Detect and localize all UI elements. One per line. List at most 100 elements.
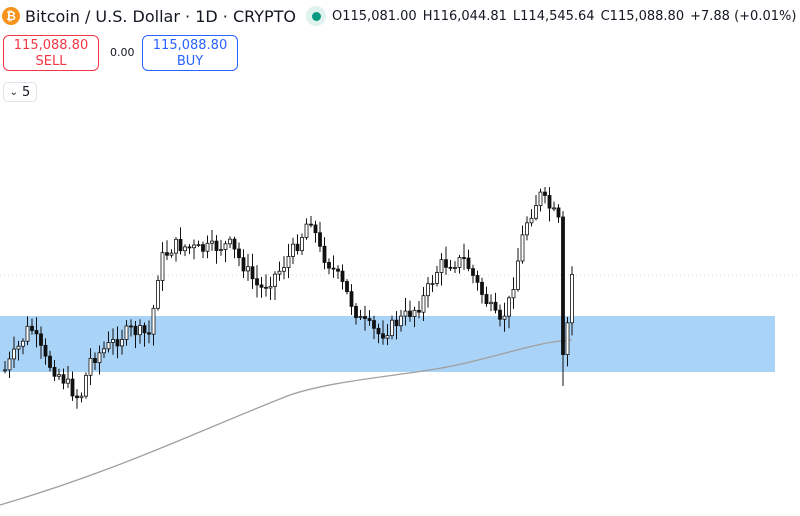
candle (484, 286, 489, 307)
candle (187, 244, 192, 255)
candle (376, 323, 381, 344)
candle (133, 321, 138, 349)
candle (475, 270, 480, 291)
candle (223, 240, 228, 263)
indicators-toggle[interactable]: ⌄ 5 (3, 82, 37, 102)
indicator-count: 5 (22, 84, 31, 100)
candle (192, 239, 196, 260)
candle (453, 261, 457, 273)
candle (520, 225, 525, 264)
buy-button[interactable]: 115,088.80 BUY (142, 35, 238, 71)
candle (30, 318, 34, 335)
candle (286, 243, 291, 279)
candle (115, 326, 120, 359)
candle (48, 350, 52, 372)
candle (304, 218, 309, 240)
candle (52, 360, 57, 382)
chevron-down-icon: ⌄ (9, 86, 19, 98)
candle (219, 239, 223, 256)
candle (156, 275, 160, 311)
candle (565, 317, 570, 367)
symbol-title[interactable]: Bitcoin / U.S. Dollar · 1D · CRYPTO (25, 6, 297, 26)
candle (516, 248, 520, 292)
candle (421, 287, 426, 322)
moving-average-line (0, 339, 573, 506)
candle (147, 320, 151, 344)
candle (228, 236, 232, 249)
candle (547, 187, 552, 222)
candle (556, 204, 561, 223)
candle (183, 244, 187, 257)
candle (97, 345, 102, 375)
high-value: H116,044.81 (422, 8, 507, 24)
candle (160, 242, 165, 291)
sell-button[interactable]: 115,088.80 SELL (3, 35, 99, 71)
candle (75, 389, 79, 409)
candle (129, 319, 133, 337)
candle (345, 279, 349, 295)
candle (237, 242, 241, 267)
buy-label: BUY (176, 54, 204, 69)
spread-value: 0.00 (110, 46, 135, 59)
candle (277, 261, 282, 281)
candle (232, 236, 237, 259)
candle (552, 201, 556, 212)
candle (25, 316, 30, 346)
candle (201, 241, 205, 259)
candle (120, 329, 124, 355)
low-value: L114,545.64 (512, 8, 595, 24)
candle (502, 302, 507, 332)
candle (489, 294, 493, 312)
candle (291, 237, 295, 265)
candle (538, 188, 543, 212)
candle (259, 276, 264, 298)
candle (367, 310, 372, 326)
candle (300, 233, 304, 256)
candle (457, 254, 462, 274)
candle (444, 246, 448, 275)
candle (241, 249, 246, 278)
candle (480, 277, 484, 304)
candle (142, 322, 147, 347)
candle (570, 266, 574, 336)
candle (385, 323, 390, 346)
candle (493, 292, 498, 314)
candle (255, 265, 259, 298)
candle (102, 341, 106, 358)
open-value: O115,081.00 (332, 8, 417, 24)
market-status-icon[interactable] (306, 6, 327, 26)
candle (534, 195, 538, 221)
candle (448, 260, 453, 272)
candle (196, 240, 201, 248)
candle (439, 253, 444, 286)
candle (138, 319, 142, 344)
candle (84, 372, 88, 399)
candle (358, 309, 363, 320)
candle (471, 264, 475, 284)
candle (327, 258, 331, 275)
candle (354, 303, 358, 325)
candle (529, 209, 534, 227)
candle (106, 331, 111, 353)
close-value: C115,088.80 (600, 8, 685, 24)
candle (507, 295, 511, 329)
candle (295, 234, 300, 255)
candle (498, 304, 502, 327)
candle (250, 253, 255, 289)
candle (246, 253, 250, 281)
candle (111, 328, 115, 355)
candle (462, 243, 466, 270)
sell-label: SELL (35, 54, 67, 69)
candle (174, 237, 178, 262)
candle (313, 220, 318, 243)
candle (7, 351, 12, 378)
candle (309, 215, 313, 228)
candle (264, 274, 268, 297)
candle (408, 300, 412, 322)
candle (169, 249, 174, 258)
candle (412, 306, 417, 328)
candle (511, 277, 516, 309)
candles (3, 187, 574, 409)
candle (79, 392, 84, 403)
